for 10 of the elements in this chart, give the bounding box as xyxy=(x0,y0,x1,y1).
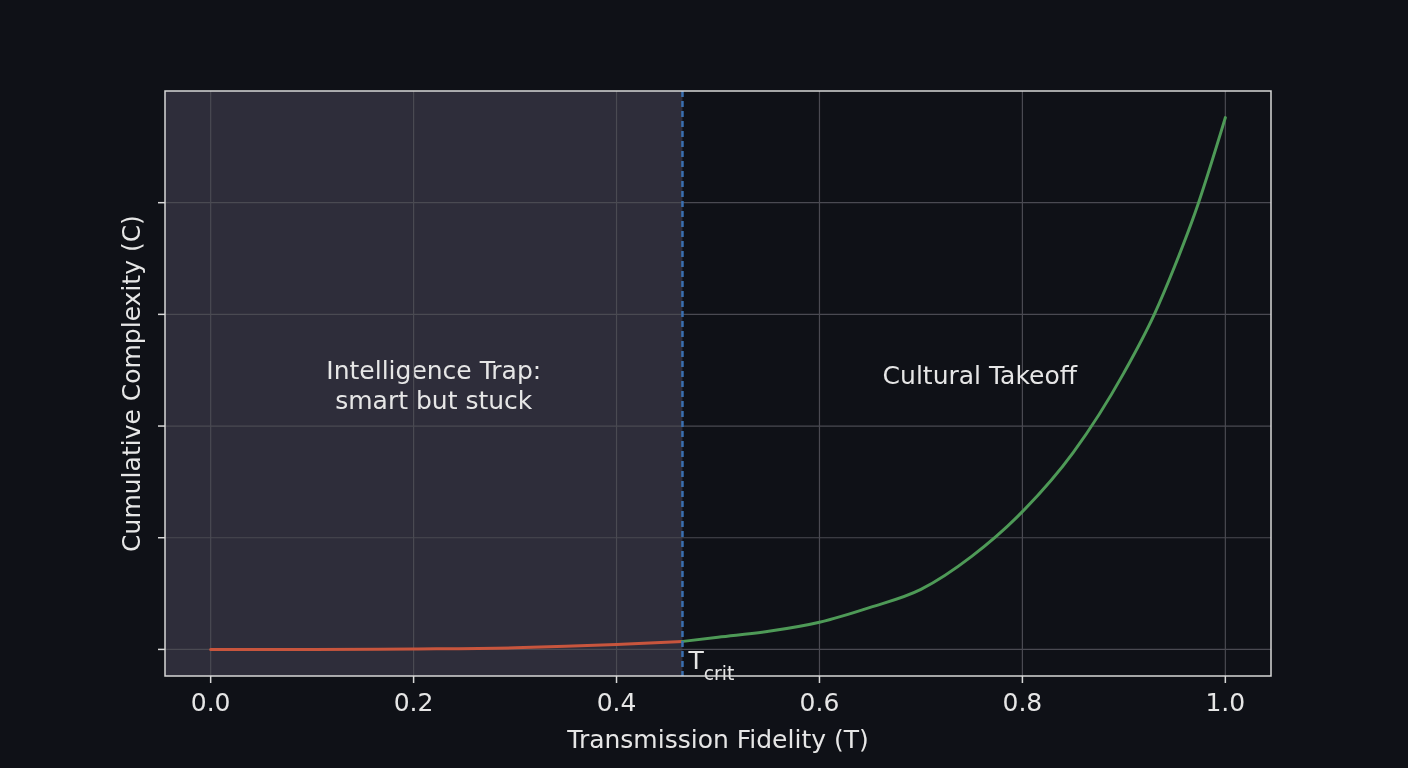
x-tick-label: 0.4 xyxy=(596,688,637,717)
annotation: Cultural Takeoff xyxy=(882,361,1078,390)
x-tick-label: 0.8 xyxy=(1002,688,1043,717)
x-tick-label: 0.2 xyxy=(393,688,434,717)
x-axis-title: Transmission Fidelity (T) xyxy=(566,725,869,754)
x-tick-label: 0.6 xyxy=(799,688,840,717)
x-tick-label: 0.0 xyxy=(190,688,231,717)
x-tick-label: 1.0 xyxy=(1205,688,1246,717)
y-axis-title: Cumulative Complexity (C) xyxy=(117,215,146,552)
band-label: Intelligence Trap: smart but stuck xyxy=(326,356,542,415)
